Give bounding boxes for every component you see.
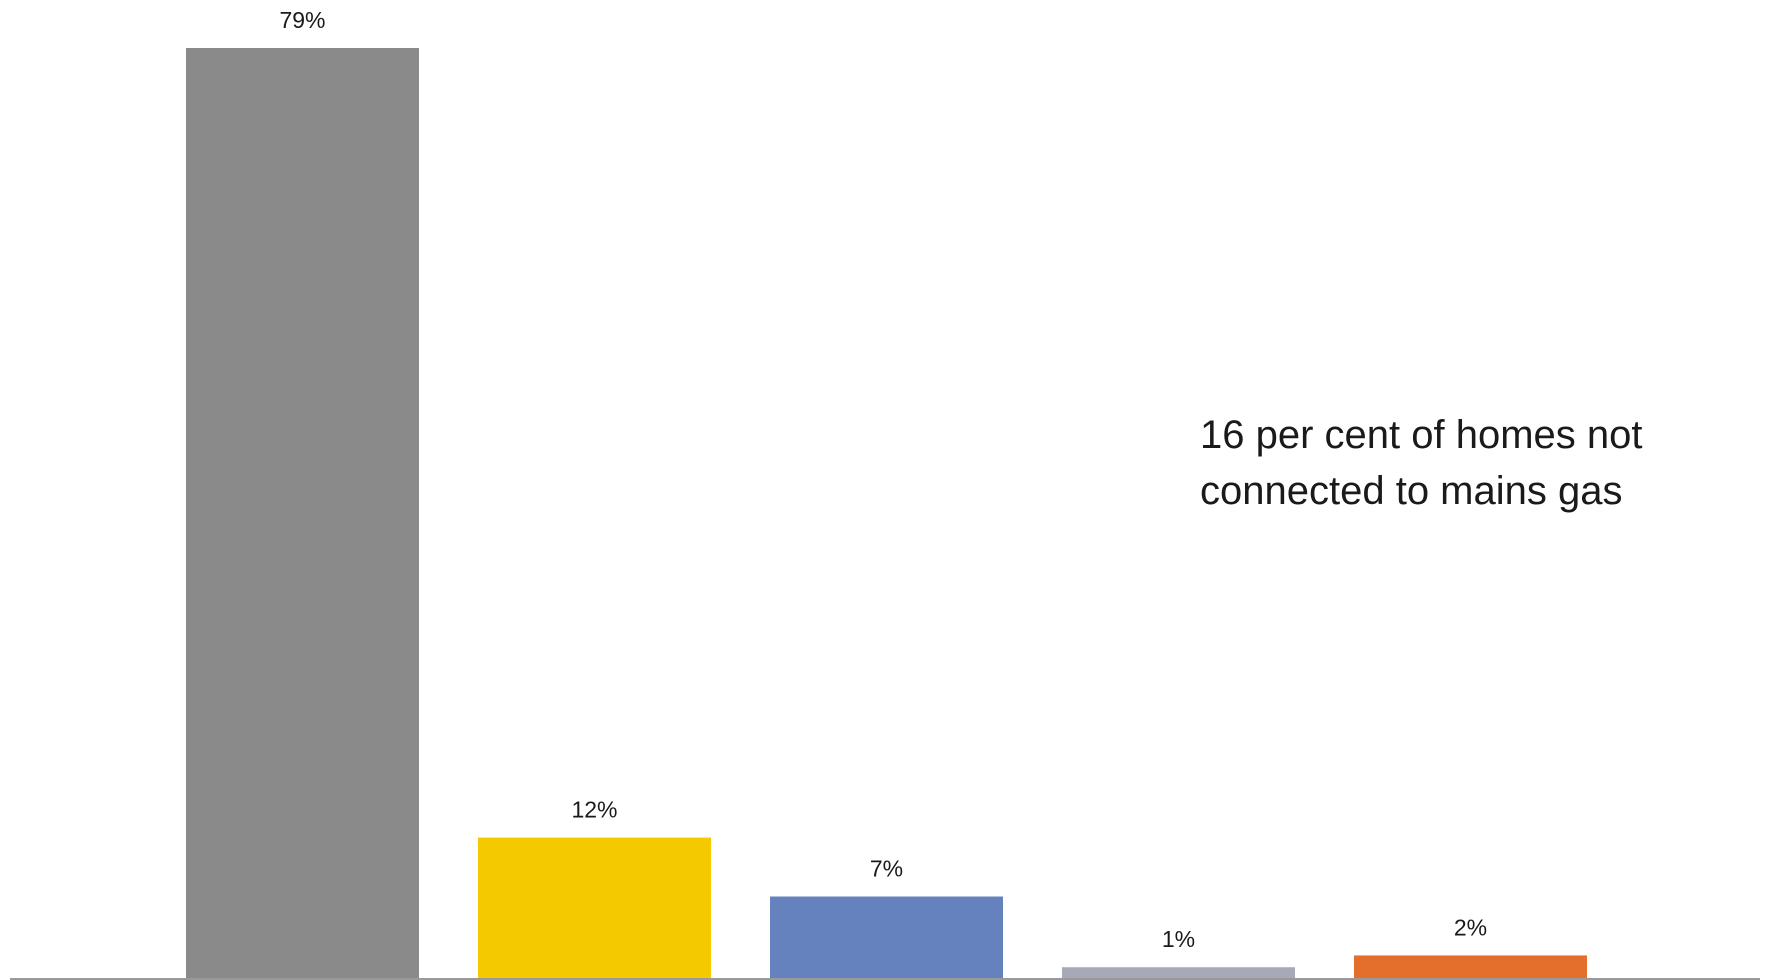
annotation-line-1: 16 per cent of homes not — [1200, 413, 1643, 457]
data-label-4: 1% — [1162, 926, 1195, 952]
bar-1 — [186, 48, 419, 979]
data-label-3: 7% — [870, 856, 903, 882]
data-labels-group: 79% 12% 7% 1% 2% — [279, 7, 1487, 952]
annotation-note: 16 per cent of homes not connected to ma… — [1200, 407, 1760, 519]
data-label-2: 12% — [571, 797, 617, 823]
data-label-5: 2% — [1454, 914, 1487, 940]
bar-5 — [1354, 955, 1587, 979]
data-label-1: 79% — [279, 7, 325, 33]
annotation-line-2: connected to mains gas — [1200, 469, 1623, 513]
bar-4 — [1062, 967, 1295, 979]
bar-2 — [478, 837, 711, 979]
bars-group — [186, 48, 1587, 979]
bar-3 — [770, 896, 1003, 979]
